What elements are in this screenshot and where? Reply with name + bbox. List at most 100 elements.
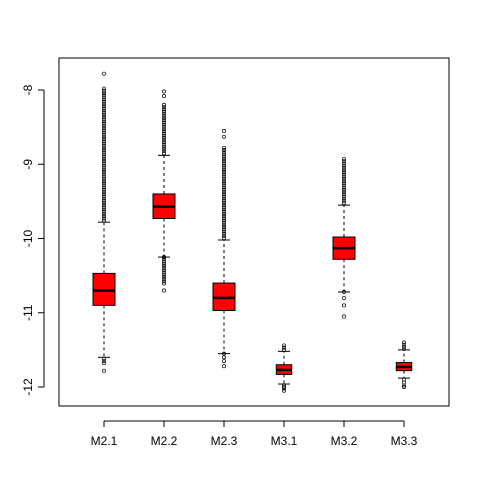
outlier-point	[162, 149, 166, 153]
outlier-point	[222, 209, 226, 214]
outlier-point	[102, 128, 106, 133]
outlier-point	[102, 132, 106, 137]
box-M3-1	[275, 343, 293, 393]
x-tick-label: M2.2	[151, 434, 178, 448]
outlier-point	[222, 211, 226, 216]
outlier-point	[102, 143, 106, 148]
outlier-point	[102, 119, 106, 124]
outlier-point	[102, 148, 106, 153]
outlier-point	[102, 200, 106, 205]
outlier-point	[162, 266, 166, 271]
outlier-point	[222, 196, 226, 201]
outlier-point	[222, 218, 226, 223]
outlier-point	[222, 205, 226, 210]
outlier-point	[222, 200, 226, 205]
outlier-point	[162, 151, 166, 156]
outlier-point	[402, 340, 406, 345]
outlier-point	[402, 385, 406, 389]
outlier-point	[162, 105, 166, 110]
outlier-point	[162, 113, 166, 118]
outlier-point	[162, 261, 166, 266]
outlier-point	[222, 227, 226, 232]
outlier-point	[102, 211, 106, 216]
outlier-point	[222, 163, 226, 168]
outlier-point	[102, 183, 106, 188]
outlier-point	[102, 359, 106, 363]
outlier-point	[102, 99, 106, 104]
outlier-point	[102, 207, 106, 212]
outlier-point	[162, 257, 166, 262]
y-axis: -8 -9 -10 -11 -12	[21, 84, 45, 396]
outlier-point	[222, 222, 226, 227]
outlier-point	[102, 185, 106, 190]
outlier-point	[402, 342, 406, 347]
outlier-point	[102, 145, 106, 150]
outlier-point	[162, 135, 166, 140]
outlier-point	[282, 388, 286, 393]
outlier-point	[102, 187, 106, 192]
outlier-point	[162, 288, 166, 293]
outlier-point	[102, 181, 106, 186]
outlier-point	[222, 364, 226, 369]
outlier-point	[102, 361, 106, 366]
outlier-point	[342, 176, 346, 181]
x-tick-label: M3.3	[391, 434, 418, 448]
outlier-point	[282, 345, 286, 350]
outlier-point	[282, 343, 286, 348]
outlier-point	[342, 194, 346, 199]
outlier-point	[342, 185, 346, 190]
outlier-point	[222, 359, 226, 363]
x-tick-label: M2.1	[91, 434, 118, 448]
outlier-point	[102, 71, 106, 76]
outlier-point	[102, 194, 106, 199]
y-tick-label: -10	[21, 230, 35, 248]
outlier-point	[222, 128, 226, 133]
outlier-point	[222, 198, 226, 203]
outlier-point	[102, 152, 106, 157]
outlier-point	[222, 134, 226, 139]
outlier-point	[222, 194, 226, 199]
outlier-point	[162, 146, 166, 151]
outlier-point	[222, 183, 226, 188]
outlier-point	[102, 93, 106, 98]
y-tick-label: -12	[21, 378, 35, 396]
outlier-point	[342, 163, 346, 168]
outlier-point	[102, 178, 106, 183]
outlier-point	[162, 111, 166, 116]
outlier-point	[162, 129, 166, 134]
outlier-point	[222, 351, 226, 356]
outlier-point	[102, 189, 106, 194]
outlier-point	[402, 383, 406, 388]
plot-frame	[58, 57, 450, 407]
outlier-point	[402, 347, 406, 351]
outlier-point	[342, 303, 346, 308]
outlier-point	[102, 196, 106, 201]
outlier-point	[102, 198, 106, 203]
outlier-point	[222, 203, 226, 208]
outlier-point	[102, 104, 106, 109]
box-M2-3	[212, 128, 236, 369]
outlier-point	[102, 121, 106, 126]
outlier-point	[222, 176, 226, 181]
outlier-point	[342, 196, 346, 201]
outlier-point	[102, 88, 106, 93]
outlier-point	[222, 178, 226, 183]
outlier-point	[102, 174, 106, 179]
outlier-point	[102, 192, 106, 197]
outlier-point	[162, 109, 166, 114]
outlier-point	[222, 231, 226, 236]
outlier-point	[102, 123, 106, 128]
outlier-point	[102, 141, 106, 146]
outlier-point	[222, 170, 226, 175]
outlier-point	[222, 355, 226, 360]
outlier-point	[162, 272, 166, 277]
x-tick-label: M2.3	[211, 434, 238, 448]
box-M2-2	[152, 89, 176, 293]
outlier-point	[162, 281, 166, 286]
outlier-point	[102, 101, 106, 106]
outlier-point	[222, 207, 226, 212]
outlier-point	[102, 368, 106, 373]
outlier-point	[222, 185, 226, 190]
outlier-point	[222, 148, 226, 153]
